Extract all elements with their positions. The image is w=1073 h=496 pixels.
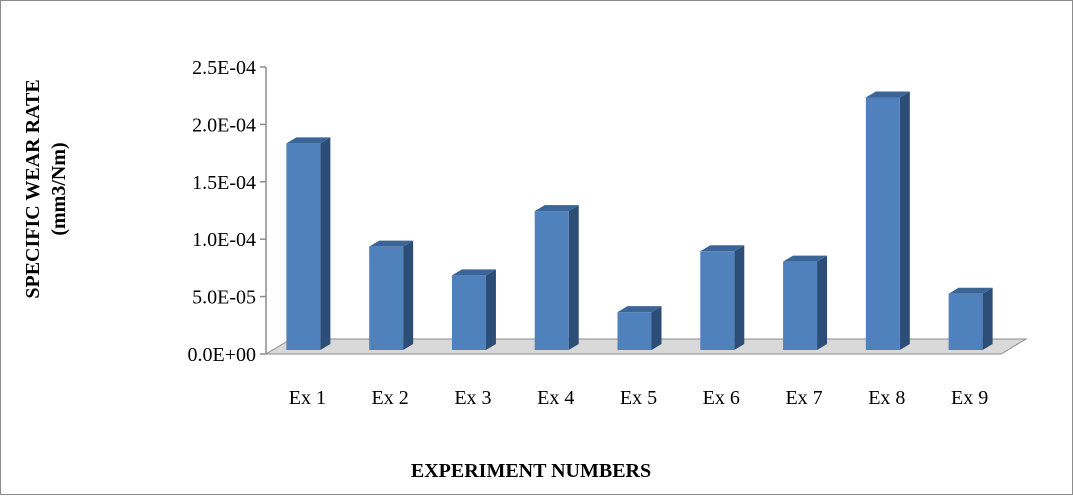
bar <box>700 245 745 350</box>
bar-side <box>899 91 910 350</box>
bar-top <box>865 91 910 98</box>
bar-side <box>982 287 993 350</box>
y-tick-label: 0.0E+00 <box>188 344 257 366</box>
bar-front <box>783 261 818 350</box>
y-axis-title-line2: (mm3/Nm) <box>48 142 70 235</box>
bar-top <box>783 255 828 262</box>
bar <box>783 255 828 350</box>
x-tick-label: Ex 5 <box>620 387 657 409</box>
y-axis <box>260 66 267 355</box>
x-tick-label: Ex 2 <box>372 387 409 409</box>
bar-front <box>451 275 486 350</box>
x-axis-title: EXPERIMENT NUMBERS <box>411 460 651 482</box>
bar-front <box>948 293 983 350</box>
bar-front <box>617 312 652 350</box>
y-tick-label: 5.0E-05 <box>192 287 256 309</box>
y-tick-label: 1.5E-04 <box>192 172 256 194</box>
bars <box>286 91 993 350</box>
bar-side <box>485 269 496 350</box>
bar-top <box>700 245 745 252</box>
bar-front <box>700 251 735 350</box>
bar-front <box>534 211 569 350</box>
x-tick-label: Ex 3 <box>454 387 491 409</box>
bar <box>369 240 414 350</box>
bar-side <box>403 240 414 350</box>
bar <box>451 269 496 350</box>
bar-front <box>865 97 900 350</box>
x-tick-label: Ex 4 <box>537 387 574 409</box>
bar-side <box>734 245 745 350</box>
bar-top <box>948 287 993 294</box>
bar-top <box>286 137 331 144</box>
bar-front <box>286 143 321 350</box>
bar-top <box>617 306 662 313</box>
bar-top <box>451 269 496 276</box>
y-tick-label: 1.0E-04 <box>192 229 256 251</box>
bar-top <box>369 240 414 247</box>
bar-side <box>568 205 579 350</box>
x-tick-labels: Ex 1 Ex 2 Ex 3 Ex 4 Ex 5 Ex 6 Ex 7 Ex 8 Ex 9 <box>289 387 988 409</box>
y-axis-title-line1: SPECIFIC WEAR RATE <box>22 79 44 298</box>
bar-top <box>534 205 579 212</box>
bar-side <box>817 255 828 350</box>
y-tick-labels: 0.0E+00 5.0E-05 1.0E-04 1.5E-04 2.0E-04 2.5E-… <box>188 57 257 366</box>
bar <box>286 137 331 350</box>
bar-side <box>651 306 662 350</box>
bar <box>617 306 662 350</box>
bar-front <box>369 246 404 350</box>
bar-side <box>320 137 331 350</box>
x-tick-label: Ex 7 <box>785 387 822 409</box>
x-tick-label: Ex 9 <box>951 387 988 409</box>
bar <box>534 205 579 350</box>
x-tick-label: Ex 8 <box>868 387 905 409</box>
y-tick-label: 2.0E-04 <box>192 114 256 136</box>
x-tick-label: Ex 1 <box>289 387 326 409</box>
x-tick-label: Ex 6 <box>703 387 740 409</box>
bar <box>865 91 910 350</box>
bar <box>948 287 993 350</box>
y-tick-label: 2.5E-04 <box>192 57 256 79</box>
